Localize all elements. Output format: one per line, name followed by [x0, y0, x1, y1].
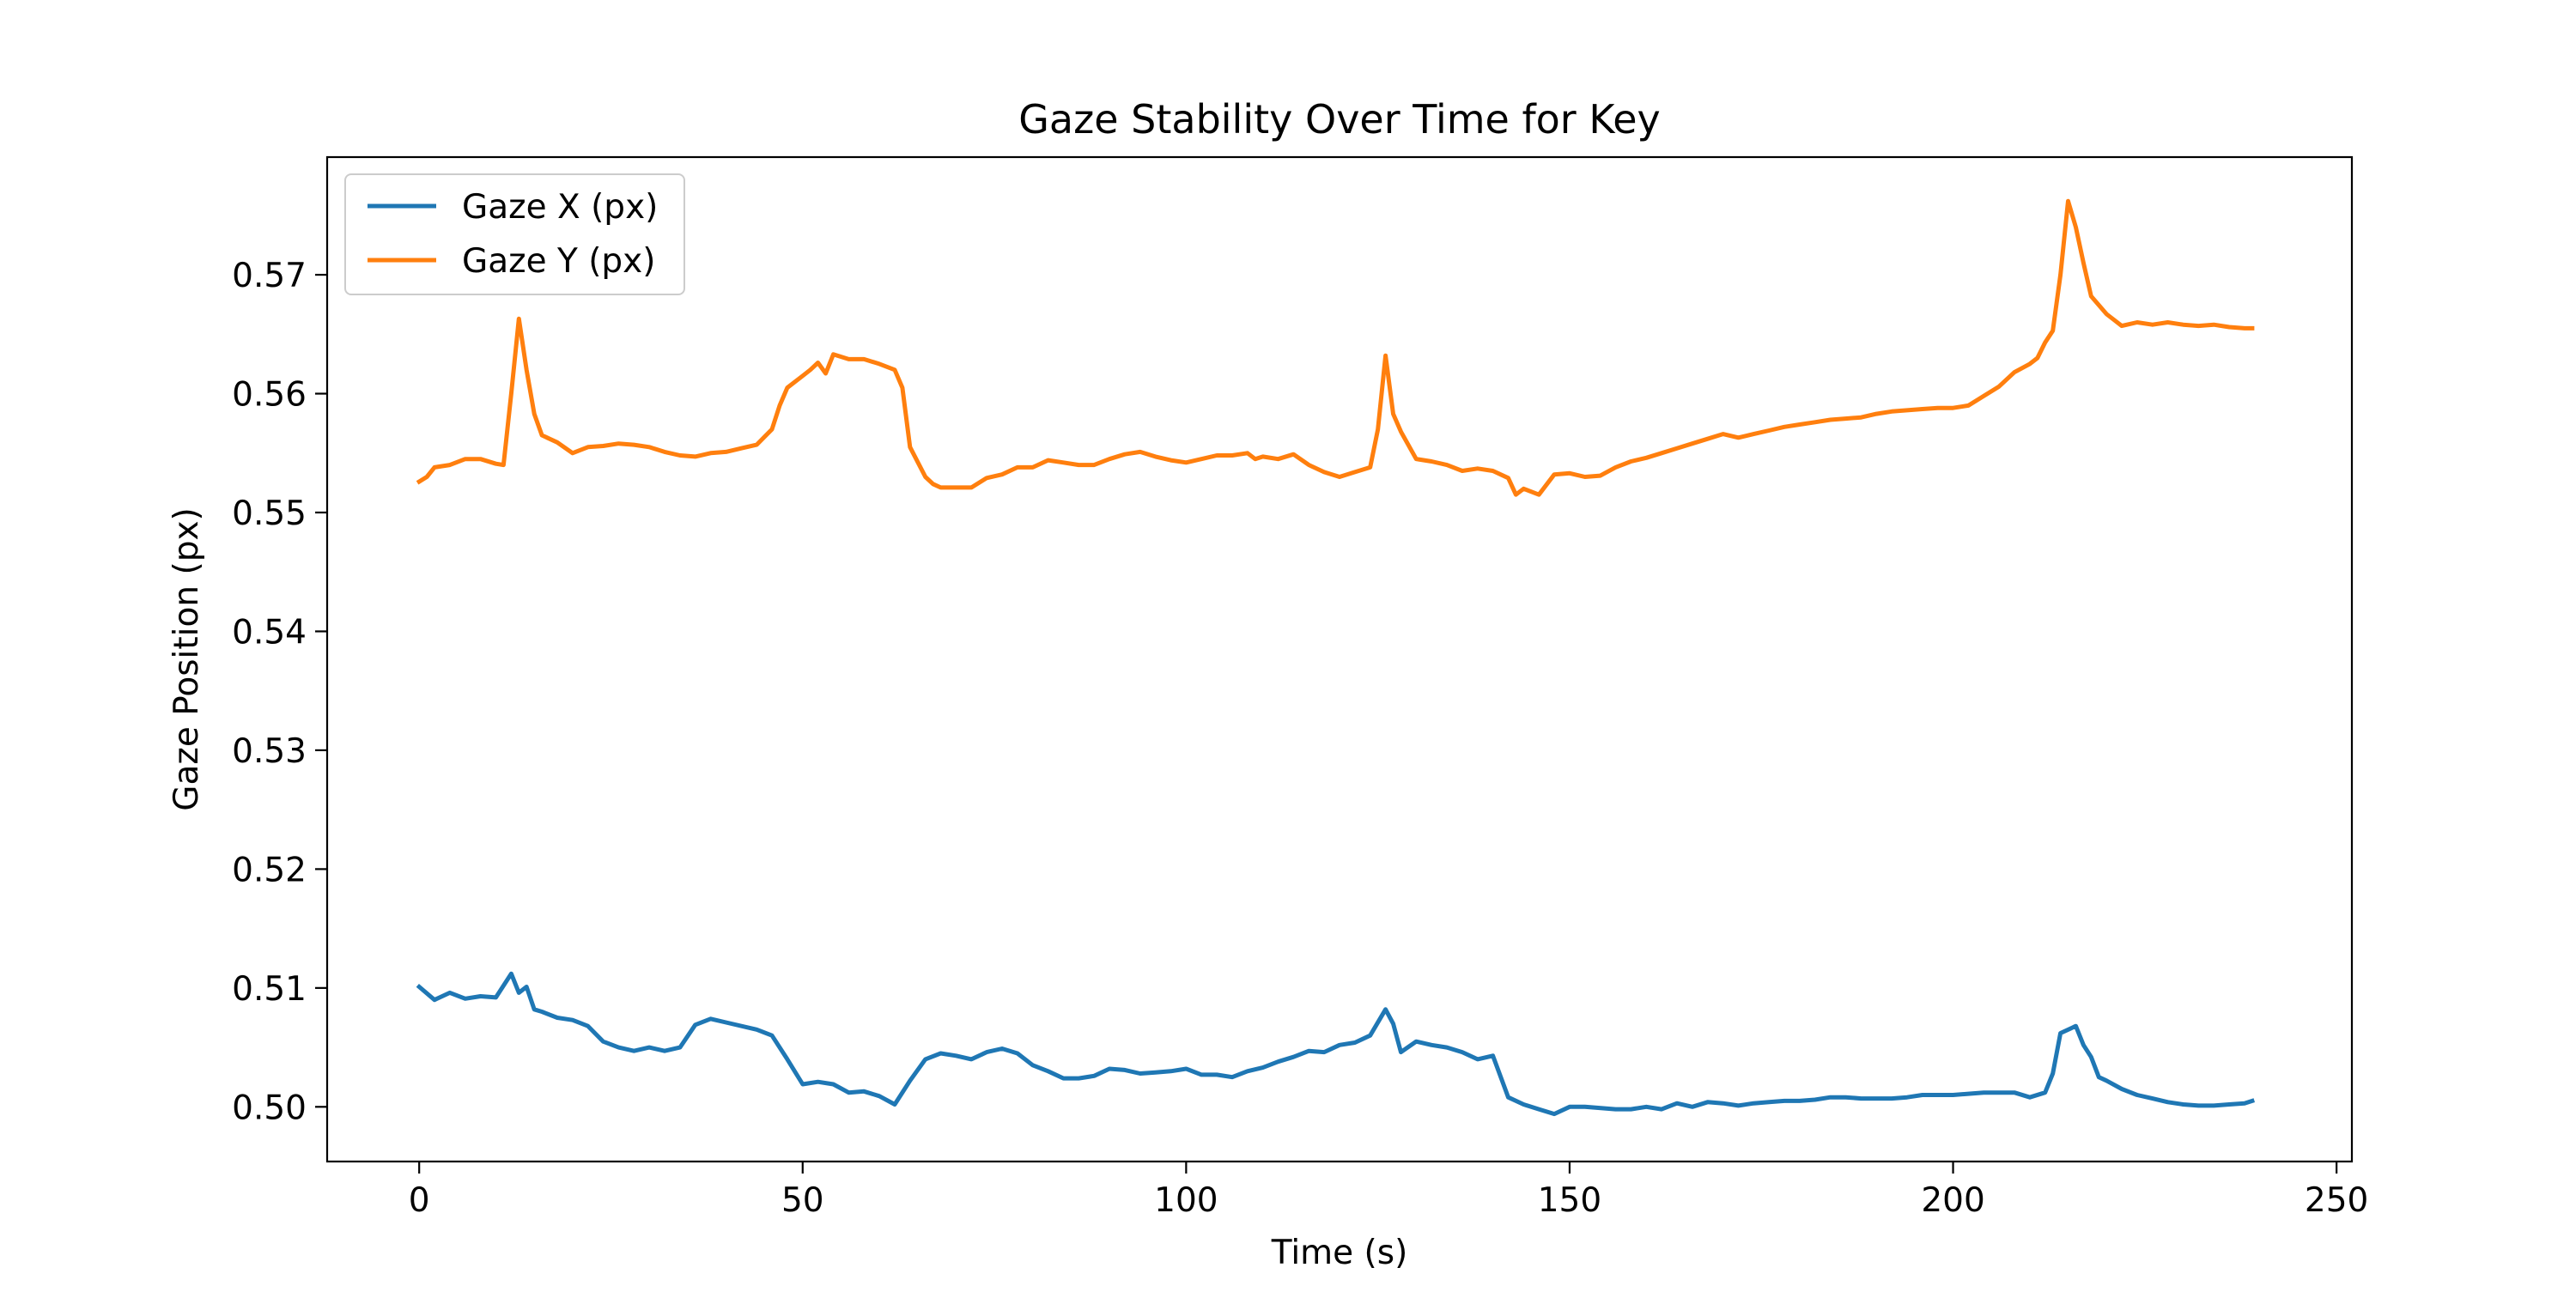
y-tick-label: 0.56: [232, 376, 307, 415]
y-tick-label: 0.54: [232, 613, 307, 652]
y-tick-label: 0.50: [232, 1089, 307, 1127]
chart-title: Gaze Stability Over Time for Key: [1018, 96, 1660, 143]
legend-label-gaze-y: Gaze Y (px): [462, 242, 655, 281]
y-tick-label: 0.55: [232, 494, 307, 533]
x-tick-label: 100: [1154, 1181, 1218, 1220]
x-axis-ticks: 0 50 100 150 200 250: [409, 1162, 2368, 1220]
legend: Gaze X (px) Gaze Y (px): [344, 173, 685, 295]
y-tick-label: 0.57: [232, 257, 307, 295]
x-tick-label: 200: [1921, 1181, 1984, 1220]
series-line-gaze-y: [416, 198, 2255, 497]
x-tick-label: 0: [409, 1181, 430, 1220]
x-tick-label: 150: [1538, 1181, 1601, 1220]
y-tick-label: 0.52: [232, 851, 307, 889]
y-tick-label: 0.53: [232, 732, 307, 771]
y-tick-label: 0.51: [232, 970, 307, 1009]
x-axis-label: Time (s): [1271, 1234, 1408, 1272]
y-axis-ticks: 0.50 0.51 0.52 0.53 0.54 0.55 0.56 0.57: [232, 257, 327, 1127]
y-axis-label: Gaze Position (px): [167, 507, 206, 811]
x-tick-label: 250: [2305, 1181, 2368, 1220]
series-layer: [416, 198, 2256, 1117]
series-line-gaze-x: [416, 971, 2256, 1117]
plot-frame: [325, 155, 2354, 1163]
legend-label-gaze-x: Gaze X (px): [462, 188, 658, 227]
x-tick-label: 50: [781, 1181, 824, 1220]
